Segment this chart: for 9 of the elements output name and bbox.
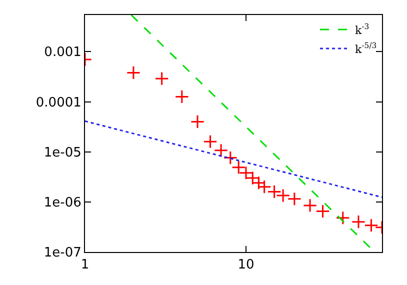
y-tick-label: 1e-05 [44,145,82,160]
y-tick-label: 1e-06 [44,195,82,210]
x-tick-label: 1 [80,258,90,273]
y-tick-label: 0.001 [44,45,82,60]
legend-label: k$^{-5/3}$ [355,41,377,56]
y-tick-label: 0.0001 [36,95,82,110]
x-tick-label: 10 [238,258,254,273]
y-tick-label: 1e-07 [44,246,82,261]
legend-label: k$^{-3}$ [355,22,370,37]
